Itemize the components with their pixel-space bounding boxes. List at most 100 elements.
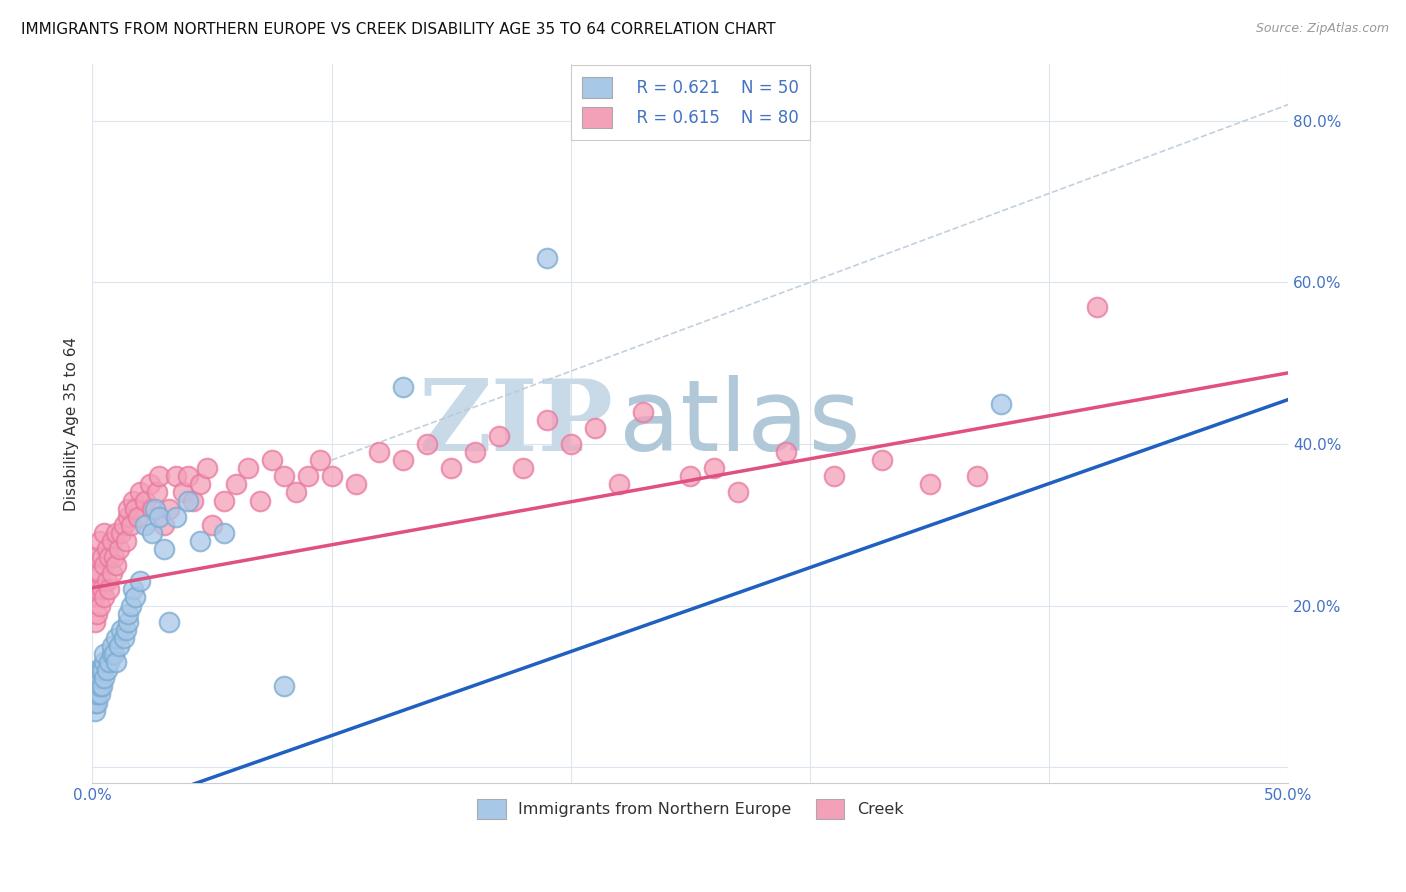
Point <box>679 469 702 483</box>
Point <box>91 663 114 677</box>
Point <box>110 525 132 540</box>
Point <box>96 541 118 556</box>
Point <box>236 461 259 475</box>
Point <box>105 558 128 573</box>
Point <box>823 469 845 483</box>
Point <box>703 461 725 475</box>
Point <box>103 647 125 661</box>
Point <box>86 688 108 702</box>
Point <box>86 663 108 677</box>
Point <box>93 591 115 605</box>
Point <box>83 696 105 710</box>
Point <box>91 550 114 565</box>
Point <box>488 429 510 443</box>
Point <box>86 671 108 685</box>
Point <box>464 445 486 459</box>
Point <box>83 615 105 629</box>
Point <box>127 509 149 524</box>
Point <box>124 501 146 516</box>
Point <box>98 550 121 565</box>
Point <box>98 655 121 669</box>
Point <box>129 485 152 500</box>
Point <box>188 533 211 548</box>
Text: atlas: atlas <box>619 376 860 472</box>
Point <box>83 688 105 702</box>
Point <box>512 461 534 475</box>
Legend: Immigrants from Northern Europe, Creek: Immigrants from Northern Europe, Creek <box>471 792 910 826</box>
Point <box>89 599 111 613</box>
Point <box>89 671 111 685</box>
Point <box>134 517 156 532</box>
Point <box>115 623 138 637</box>
Point <box>990 396 1012 410</box>
Point <box>139 477 162 491</box>
Point <box>122 582 145 597</box>
Point <box>89 680 111 694</box>
Point <box>86 550 108 565</box>
Point <box>607 477 630 491</box>
Point <box>321 469 343 483</box>
Point <box>117 509 139 524</box>
Point <box>368 445 391 459</box>
Point <box>122 493 145 508</box>
Point <box>1085 300 1108 314</box>
Point <box>141 525 163 540</box>
Point <box>146 485 169 500</box>
Point <box>918 477 941 491</box>
Point <box>143 501 166 516</box>
Point <box>93 525 115 540</box>
Point <box>93 558 115 573</box>
Point <box>89 663 111 677</box>
Point <box>105 655 128 669</box>
Point <box>870 453 893 467</box>
Point <box>117 615 139 629</box>
Point <box>107 639 129 653</box>
Point <box>201 517 224 532</box>
Point <box>188 477 211 491</box>
Point <box>93 647 115 661</box>
Point <box>86 582 108 597</box>
Point <box>536 251 558 265</box>
Text: ZIP: ZIP <box>418 376 613 472</box>
Point <box>115 533 138 548</box>
Point <box>148 509 170 524</box>
Point <box>440 461 463 475</box>
Point <box>727 485 749 500</box>
Point <box>260 453 283 467</box>
Point <box>83 671 105 685</box>
Point <box>86 607 108 621</box>
Point <box>91 680 114 694</box>
Point <box>157 615 180 629</box>
Point <box>83 680 105 694</box>
Point <box>110 623 132 637</box>
Point <box>86 680 108 694</box>
Point <box>273 469 295 483</box>
Point <box>195 461 218 475</box>
Point <box>120 599 142 613</box>
Point <box>212 525 235 540</box>
Point <box>153 541 176 556</box>
Point <box>100 566 122 581</box>
Point <box>91 582 114 597</box>
Point <box>98 582 121 597</box>
Point <box>297 469 319 483</box>
Point <box>83 566 105 581</box>
Point <box>89 688 111 702</box>
Point <box>966 469 988 483</box>
Point <box>117 607 139 621</box>
Point <box>112 517 135 532</box>
Point <box>86 696 108 710</box>
Point <box>105 631 128 645</box>
Point <box>103 550 125 565</box>
Point <box>177 469 200 483</box>
Point <box>105 525 128 540</box>
Point <box>172 485 194 500</box>
Point <box>141 501 163 516</box>
Point <box>177 493 200 508</box>
Point <box>93 655 115 669</box>
Point <box>129 574 152 589</box>
Point <box>112 631 135 645</box>
Point <box>96 574 118 589</box>
Point <box>117 501 139 516</box>
Point <box>100 533 122 548</box>
